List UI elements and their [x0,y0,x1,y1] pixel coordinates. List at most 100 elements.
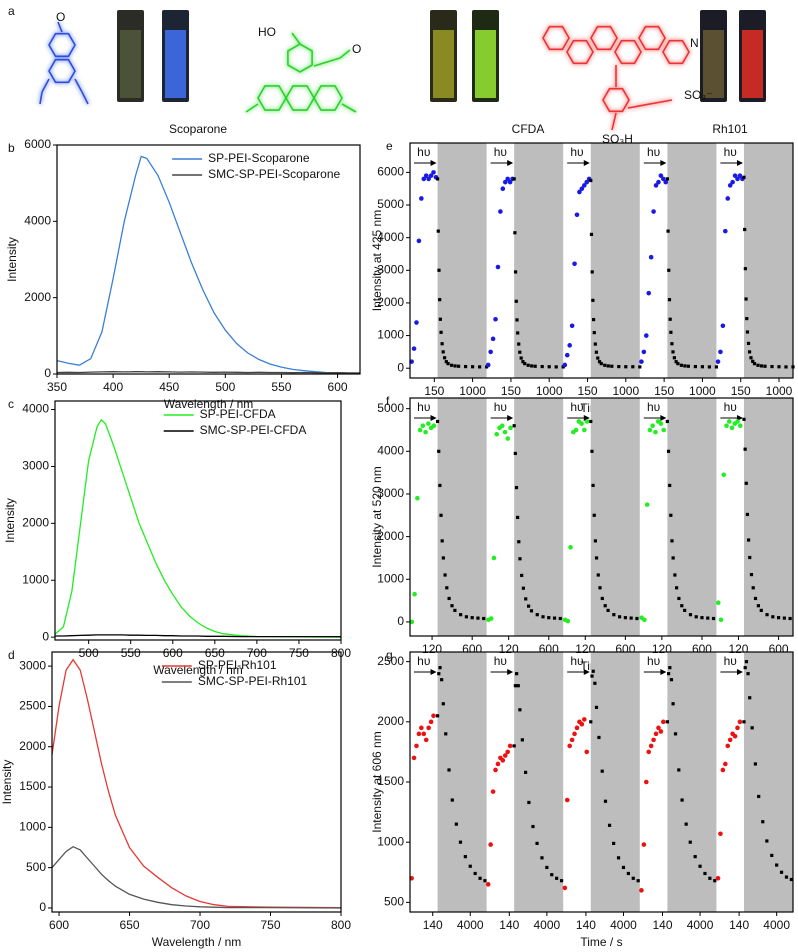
light-label: hυ [417,145,430,159]
x-tick-label: 150 [578,384,598,398]
light-point [579,721,585,727]
light-point [502,753,508,758]
dark-point [667,298,672,302]
atom-label: O [56,10,65,24]
light-point [656,725,661,731]
vial-liquid [475,30,496,98]
plot-frame [409,397,794,637]
dark-point [747,350,752,354]
x-tick-label: 4000 [763,918,790,932]
dark-point [520,738,524,742]
dark-point [745,512,750,517]
x-tick-label: 400 [103,380,123,394]
dark-point [442,356,447,360]
light-point [562,885,568,891]
dark-period [743,652,793,912]
light-point [648,743,654,749]
dark-point [693,364,697,369]
light-arrowhead [430,160,437,166]
light-point [564,797,570,803]
y-tick-label: 2500 [377,654,404,668]
dark-point [668,666,672,670]
y-axis-title: Intensity at 425 nm [370,210,384,311]
dark-point [761,820,765,824]
dark-point [453,608,457,613]
light-point [564,352,570,358]
molecule-ring [638,25,666,51]
molecule-bond [313,57,341,67]
dark-point [623,616,627,620]
light-point [641,842,647,847]
dark-period [590,652,640,912]
y-axis-title: Intensity at 606 nm [370,731,384,832]
dark-point [680,798,684,802]
series-line [54,418,342,638]
plot-frame [409,651,794,913]
light-point [658,729,664,734]
dark-point [590,270,594,274]
y-tick-label: 1000 [377,571,404,585]
molecule-bond [611,112,617,131]
dark-point [454,822,458,826]
dark-point [670,342,674,346]
light-point [646,290,652,296]
dark-point [750,726,754,730]
dark-point [597,735,601,740]
light-point [653,183,659,188]
dark-point [686,364,690,368]
molecule-ring [313,85,343,111]
x-tick-label: 140 [729,918,749,932]
light-point [426,421,431,426]
dark-point [589,232,594,236]
dark-point [524,770,528,774]
x-tick-label: 600 [49,918,69,932]
light-point [735,176,740,182]
dark-point [668,483,672,488]
light-point [502,429,508,435]
dark-point [746,341,751,346]
light-point [573,427,579,433]
dark-point [547,365,551,369]
light-point [639,359,644,364]
dark-point [447,768,451,772]
light-point [426,176,431,182]
molecule-bond [245,103,259,113]
dark-point [519,356,523,360]
light-label: hυ [494,400,507,414]
panel-letter: b [8,141,15,155]
x-tick-label: 700 [247,646,267,660]
dark-point [598,586,602,590]
y-tick-label: 0 [39,900,46,914]
y-tick-label: 500 [26,860,46,874]
light-arrowhead [660,415,667,421]
y-tick-label: 3000 [377,262,404,276]
dark-point [438,317,442,321]
x-tick-label: 150 [424,384,444,398]
light-arrowhead [507,160,514,166]
x-tick-label: 120 [422,642,442,656]
x-tick-label: 550 [271,380,291,394]
dark-point [440,678,444,682]
light-point [661,176,666,182]
x-tick-label: 350 [47,380,67,394]
dark-point [524,597,528,601]
dark-point [631,365,635,369]
x-tick-label: 140 [576,918,596,932]
dark-point [513,270,518,274]
compound-name: Rh101 [712,122,748,136]
molecule-bond [291,32,301,45]
dark-point [597,360,602,364]
dark-point [771,615,775,619]
x-tick-label: 1000 [689,384,716,398]
light-point [423,173,429,178]
y-tick-label: 0 [42,629,49,643]
light-point [493,767,498,773]
light-arrowhead [430,669,437,675]
light-point [650,423,655,429]
dark-point [441,556,445,560]
light-point [485,362,491,368]
dark-point [677,768,681,772]
light-point [648,254,654,260]
light-point [562,362,568,368]
dark-point [667,268,671,272]
